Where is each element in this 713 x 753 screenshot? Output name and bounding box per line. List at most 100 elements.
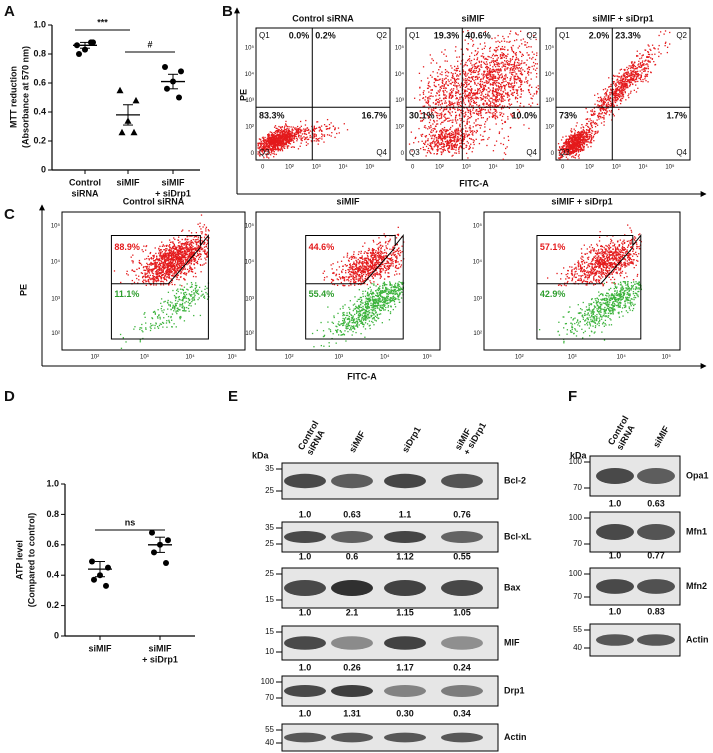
event-dot: [501, 115, 504, 118]
event-dot: [572, 140, 574, 142]
event-dot: [502, 52, 505, 55]
event-dot: [475, 138, 477, 140]
event-dot: [476, 91, 478, 94]
event-dot: [582, 138, 585, 140]
event-dot: [444, 89, 446, 92]
event-dot: [621, 89, 623, 92]
event-dot: [454, 130, 456, 132]
event-dot: [273, 132, 275, 134]
event-dot: [480, 107, 483, 109]
event-dot: [597, 104, 599, 106]
event-dot: [435, 85, 437, 88]
event-dot: [467, 97, 469, 99]
event-dot: [480, 66, 482, 68]
event-dot: [432, 141, 434, 143]
event-dot: [288, 137, 290, 139]
event-dot: [203, 297, 206, 299]
x-tick-label: + siDrp1: [155, 188, 191, 198]
event-dot: [530, 105, 532, 107]
x-tick-label: 10⁴: [638, 164, 648, 171]
event-dot: [284, 134, 286, 136]
event-dot: [613, 92, 615, 95]
event-dot: [520, 83, 523, 86]
event-dot: [301, 129, 303, 131]
event-dot: [274, 146, 277, 148]
event-dot: [281, 132, 283, 134]
event-dot: [521, 53, 524, 55]
event-dot: [613, 96, 615, 99]
event-dot: [499, 111, 501, 114]
event-dot: [478, 60, 480, 62]
quadrant-percent: 40.6%: [465, 30, 491, 40]
event-dot: [640, 74, 642, 76]
event-dot: [603, 104, 605, 106]
event-dot: [462, 128, 464, 130]
event-dot: [636, 71, 638, 73]
event-dot: [579, 139, 581, 141]
event-dot: [515, 54, 517, 56]
event-dot: [277, 130, 279, 132]
event-dot: [511, 71, 513, 74]
event-dot: [443, 85, 445, 87]
event-dot: [489, 78, 491, 80]
panel-label: C: [4, 206, 15, 223]
event-dot: [445, 81, 448, 83]
event-dot: [508, 60, 510, 63]
event-dot: [619, 87, 621, 90]
event-dot: [185, 300, 187, 303]
event-dot: [433, 107, 435, 110]
event-dot: [455, 115, 457, 117]
event-dot: [432, 123, 434, 125]
event-dot: [430, 124, 432, 127]
data-point: [151, 549, 157, 556]
event-dot: [512, 112, 514, 115]
event-dot: [471, 68, 473, 70]
event-dot: [473, 32, 475, 34]
event-dot: [481, 55, 483, 57]
event-dot: [304, 137, 307, 139]
event-dot: [574, 143, 576, 145]
event-dot: [470, 111, 472, 113]
event-dot: [567, 143, 570, 146]
event-dot: [494, 105, 496, 108]
event-dot: [421, 119, 424, 122]
event-dot: [436, 139, 438, 141]
event-dot: [454, 143, 456, 146]
event-dot: [573, 136, 575, 138]
event-dot: [431, 111, 433, 113]
event-dot: [178, 298, 180, 300]
event-dot: [273, 153, 276, 155]
event-dot: [119, 333, 122, 336]
event-dot: [263, 143, 265, 146]
event-dot: [448, 97, 450, 99]
event-dot: [295, 130, 298, 133]
event-dot: [421, 140, 423, 142]
event-dot: [507, 116, 509, 118]
data-point: [103, 582, 109, 589]
event-dot: [424, 149, 426, 151]
event-dot: [281, 136, 283, 139]
event-dot: [489, 79, 492, 81]
event-dot: [468, 147, 470, 150]
event-dot: [648, 53, 651, 56]
event-dot: [427, 98, 429, 100]
event-dot: [420, 80, 423, 82]
event-dot: [625, 78, 627, 81]
event-dot: [462, 97, 464, 99]
event-dot: [513, 63, 516, 65]
event-dot: [437, 123, 439, 125]
event-dot: [631, 78, 633, 80]
event-dot: [658, 51, 660, 53]
event-dot: [658, 55, 660, 58]
event-dot: [622, 89, 625, 91]
event-dot: [470, 80, 472, 83]
event-dot: [484, 109, 486, 111]
event-dot: [274, 132, 276, 134]
event-dot: [168, 321, 170, 323]
event-dot: [473, 112, 476, 114]
event-dot: [159, 318, 161, 320]
data-point: [165, 537, 171, 544]
event-dot: [419, 99, 421, 101]
event-dot: [268, 146, 270, 148]
event-dot: [317, 143, 319, 145]
